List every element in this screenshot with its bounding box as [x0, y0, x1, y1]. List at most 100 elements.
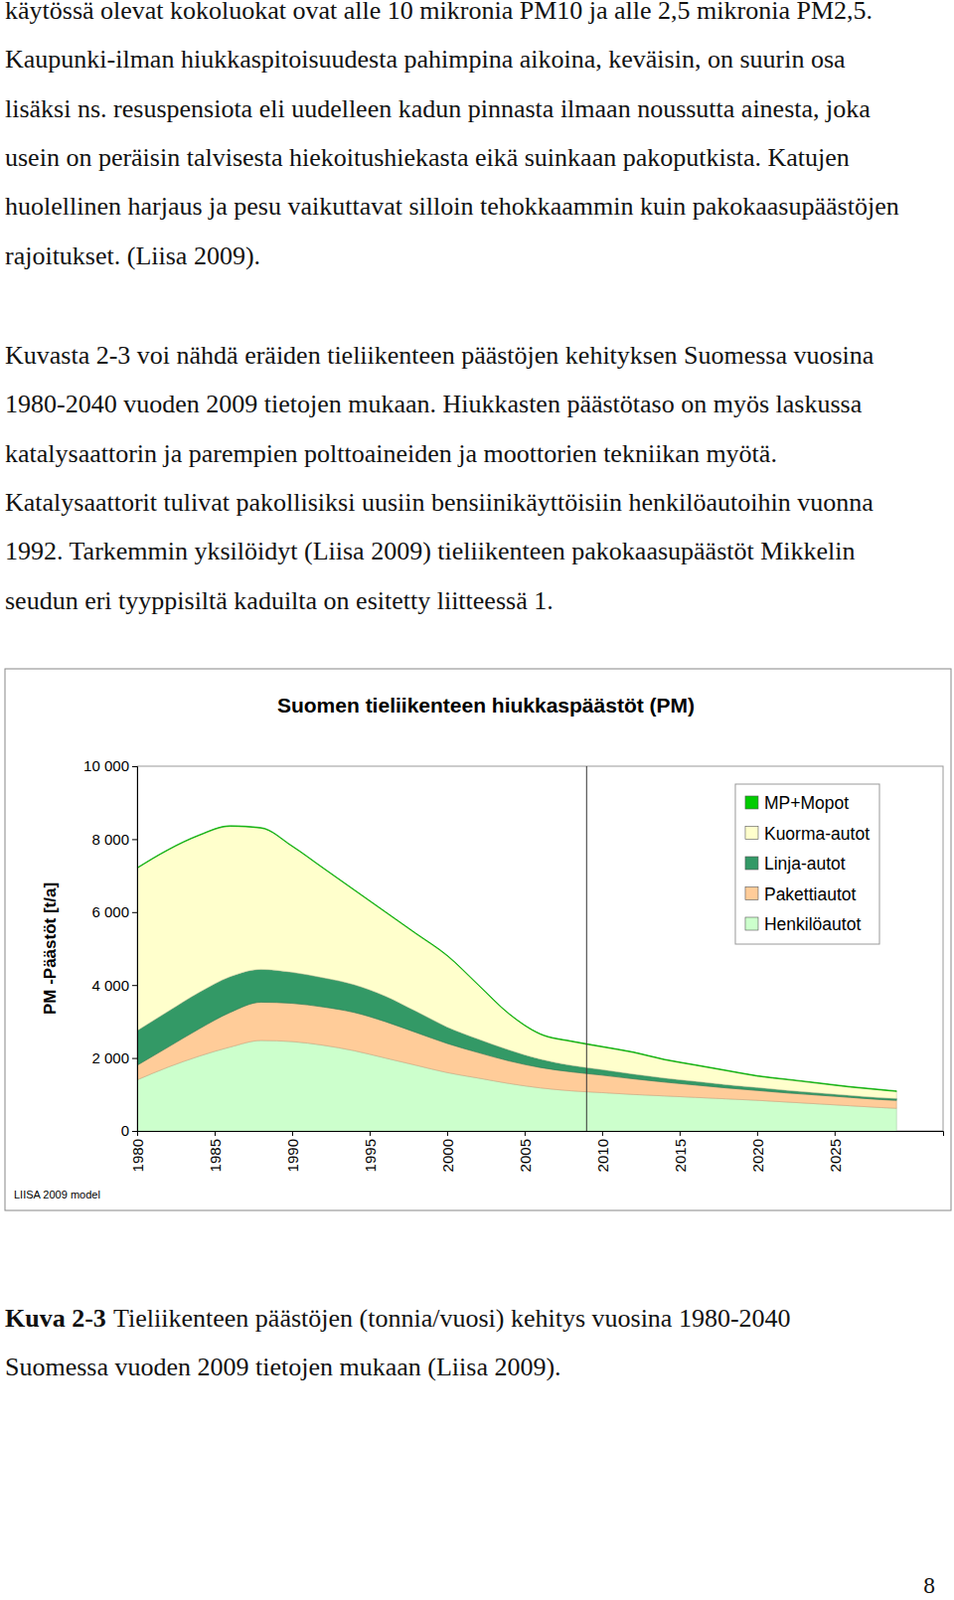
y-tick: 6 000 [91, 903, 138, 921]
x-tick-label: 2010 [594, 1138, 612, 1172]
chart: Suomen tieliikenteen hiukkaspäästöt (PM)… [4, 668, 952, 1211]
legend: MP+Mopot Kuorma-autot Linja-autot Pakettiau… [735, 784, 880, 945]
legend-entry: Linja-autot [745, 853, 846, 874]
text-line: seudun eri tyyppisiltä kaduilta on esite… [4, 586, 554, 616]
plot-frame [137, 766, 944, 1131]
y-tick-label: 8 000 [91, 830, 130, 848]
x-tick: 1995 [361, 1130, 379, 1172]
y-tick-mark [132, 1058, 138, 1060]
x-tick-mark [834, 1130, 836, 1136]
y-tick-mark [132, 912, 138, 914]
legend-label: MP+Mopot [764, 793, 849, 813]
x-tick-mark [524, 1130, 526, 1136]
y-tick-label: 10 000 [83, 757, 130, 775]
x-tick-label: 2000 [439, 1138, 457, 1172]
x-tick-mark [214, 1130, 216, 1136]
x-tick-label: 1995 [361, 1138, 379, 1172]
x-tick-label: 2005 [516, 1138, 534, 1172]
y-tick: 4 000 [91, 976, 138, 994]
x-tick: 1980 [129, 1130, 147, 1172]
legend-entry: Kuorma-autot [745, 823, 870, 844]
paragraph: Kuvasta 2-3 voi nähdä eräiden tieliikent… [4, 340, 875, 616]
x-tick-mark [137, 1130, 139, 1136]
reference-line [586, 766, 588, 1131]
y-tick-mark [132, 1130, 138, 1132]
text-line: Katalysaattorit tulivat pakollisiksi uus… [4, 487, 874, 517]
text-line: rajoitukset. (Liisa 2009). [4, 241, 261, 271]
legend-label: Kuorma-autot [764, 823, 870, 844]
legend-label: Pakettiautot [764, 884, 857, 905]
x-tick: 2005 [516, 1130, 534, 1172]
x-tick: 1990 [284, 1130, 302, 1172]
y-axis-line [132, 767, 139, 1132]
chart-frame [4, 668, 952, 1211]
x-axis-line [138, 1131, 945, 1137]
paragraph: käytössä olevat kokoluokat ovat alle 10 … [4, 0, 900, 271]
caption: Kuva 2-3Tieliikenteen päästöjen (tonnia/… [4, 1303, 792, 1382]
area-series [137, 826, 897, 1100]
page: käytössä olevat kokoluokat ovat alle 10 … [0, 0, 954, 1600]
y-tick-label: 0 [121, 1121, 130, 1139]
legend-swatch [745, 917, 759, 931]
y-tick-mark [132, 766, 138, 768]
caption-line: Kuva 2-3Tieliikenteen päästöjen (tonnia/… [4, 1303, 792, 1333]
caption-text: Tieliikenteen päästöjen (tonnia/vuosi) k… [113, 1303, 791, 1333]
x-tick-mark [602, 1130, 604, 1136]
legend-entry: MP+Mopot [745, 793, 849, 813]
y-tick-label: 4 000 [91, 976, 130, 994]
legend-swatch [745, 856, 759, 870]
legend-swatch [745, 826, 759, 840]
x-tick-mark [757, 1130, 759, 1136]
text-line: Kaupunki-ilman hiukkaspitoisuudesta pahi… [4, 44, 846, 74]
chart-title: Suomen tieliikenteen hiukkaspäästöt (PM) [277, 693, 695, 717]
x-tick: 2000 [439, 1130, 457, 1172]
page-number: 8 [923, 1572, 936, 1598]
annotation: LIISA 2009 model [13, 1188, 101, 1201]
caption-label: Kuva 2-3 [4, 1303, 107, 1333]
x-tick-label: 1985 [206, 1138, 224, 1172]
x-tick: 1985 [206, 1130, 224, 1172]
x-tick-mark [447, 1130, 449, 1136]
x-tick-label: 1980 [129, 1138, 147, 1172]
text-line: 1992. Tarkemmin yksilöidyt (Liisa 2009) … [4, 536, 856, 566]
text-line: katalysaattorin ja parempien polttoainei… [4, 439, 778, 469]
x-axis: 1980 1985 1990 1995 2000 2005 2010 2015 2020 2025 [129, 1130, 945, 1172]
x-tick: 2020 [749, 1130, 767, 1172]
legend-entry: Henkilöautot [745, 914, 861, 935]
x-tick-mark [679, 1130, 681, 1136]
text-line: 1980-2040 vuoden 2009 tietojen mukaan. H… [4, 389, 863, 419]
text-line: Kuvasta 2-3 voi nähdä eräiden tieliikent… [4, 340, 875, 370]
y-tick: 10 000 [83, 757, 138, 775]
caption-line: Suomessa vuoden 2009 tietojen mukaan (Li… [4, 1352, 562, 1382]
x-tick-label: 2025 [826, 1138, 844, 1172]
y-tick-label: 6 000 [91, 903, 130, 921]
x-tick-label: 2015 [671, 1138, 689, 1172]
y-tick-label: 2 000 [91, 1049, 130, 1067]
x-tick-mark [292, 1130, 294, 1136]
y-tick: 2 000 [91, 1049, 138, 1067]
x-tick-label: 2020 [749, 1138, 767, 1172]
legend-swatch [745, 795, 759, 809]
y-axis-title: PM -Päästöt [t/a] [40, 882, 60, 1015]
text-line: usein on peräisin talvisesta hiekoitushi… [4, 143, 850, 172]
x-tick: 2015 [671, 1130, 689, 1172]
area-series [137, 825, 897, 1093]
legend-label: Henkilöautot [764, 914, 861, 935]
legend-label: Linja-autot [764, 853, 846, 874]
text-line: lisäksi ns. resuspensiota eli uudelleen … [4, 94, 871, 124]
plot-marks [137, 766, 897, 1131]
body-text: käytössä olevat kokoluokat ovat alle 10 … [4, 0, 900, 616]
legend-frame [735, 784, 880, 945]
text-line: huolellinen harjaus ja pesu vaikuttavat … [4, 191, 900, 221]
y-tick: 0 [121, 1121, 138, 1139]
legend-entry: Pakettiautot [745, 884, 857, 905]
x-tick-label: 1990 [284, 1138, 302, 1172]
legend-swatch [745, 887, 759, 901]
x-tick: 2025 [826, 1130, 844, 1172]
x-tick-mark [369, 1130, 371, 1136]
y-tick: 8 000 [91, 830, 138, 848]
text-line: käytössä olevat kokoluokat ovat alle 10 … [4, 0, 873, 25]
y-axis: 0 2 000 4 000 6 000 8 000 10 000 [83, 757, 138, 1139]
y-tick-mark [132, 838, 138, 840]
x-tick: 2010 [594, 1130, 612, 1172]
